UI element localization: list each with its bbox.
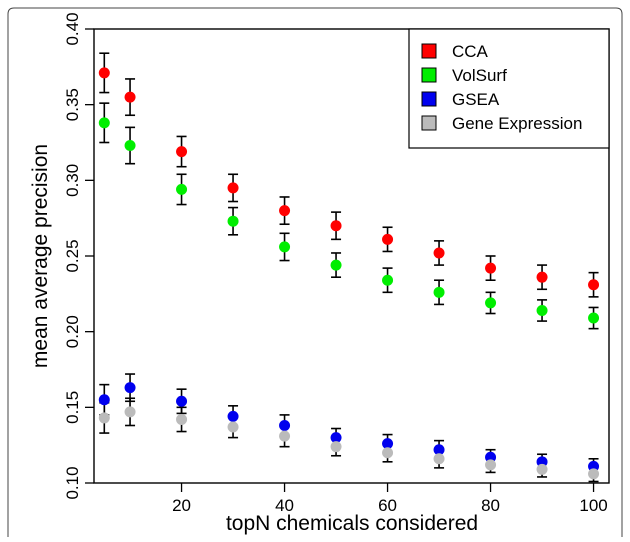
data-point-volsurf xyxy=(433,286,445,298)
data-point-cca xyxy=(536,271,548,283)
data-point-volsurf xyxy=(588,312,600,324)
data-point-gene-expression xyxy=(485,459,497,471)
data-point-gene-expression xyxy=(98,412,110,424)
data-point-gsea xyxy=(330,432,342,444)
data-point-gene-expression xyxy=(279,430,291,442)
data-point-gsea xyxy=(124,382,136,394)
x-tick-label: 60 xyxy=(378,496,397,515)
x-tick-label: 80 xyxy=(481,496,500,515)
legend-box xyxy=(408,28,610,149)
data-point-cca xyxy=(330,220,342,232)
data-point-gene-expression xyxy=(176,413,188,425)
legend-label: GSEA xyxy=(452,90,500,109)
data-point-gene-expression xyxy=(227,421,239,433)
legend-entry-gsea: GSEA xyxy=(421,90,500,109)
data-point-volsurf xyxy=(382,274,394,286)
legend-entry-gene-expression: Gene Expression xyxy=(421,114,582,133)
data-point-volsurf xyxy=(227,215,239,227)
data-point-gene-expression xyxy=(588,468,600,480)
legend: CCA VolSurf GSEA Gene Expression xyxy=(408,28,610,149)
legend-label: CCA xyxy=(452,42,489,61)
y-tick-label: 0.40 xyxy=(63,12,82,45)
data-point-gsea xyxy=(382,438,394,450)
x-axis-label: topN chemicals considered xyxy=(226,512,478,535)
y-tick-label: 0.25 xyxy=(63,239,82,272)
data-point-gsea xyxy=(176,395,188,407)
legend-swatch xyxy=(421,91,437,107)
data-point-volsurf xyxy=(124,140,136,152)
y-tick-label: 0.10 xyxy=(63,466,82,499)
legend-entry-volsurf: VolSurf xyxy=(421,66,507,85)
data-point-cca xyxy=(227,182,239,194)
data-point-cca xyxy=(98,67,110,79)
data-point-gene-expression xyxy=(124,406,136,418)
legend-entry-cca: CCA xyxy=(421,42,489,61)
data-point-gene-expression xyxy=(330,441,342,453)
legend-label: Gene Expression xyxy=(452,114,582,133)
data-point-gene-expression xyxy=(536,463,548,475)
y-tick-label: 0.30 xyxy=(63,164,82,197)
x-tick-label: 100 xyxy=(579,496,607,515)
data-point-cca xyxy=(124,91,136,103)
data-point-volsurf xyxy=(536,304,548,316)
data-point-gsea xyxy=(98,394,110,406)
data-point-cca xyxy=(433,247,445,259)
data-point-gsea xyxy=(536,456,548,468)
data-point-gsea xyxy=(485,451,497,463)
data-point-volsurf xyxy=(485,297,497,309)
y-tick-label: 0.15 xyxy=(63,391,82,424)
x-tick-label: 20 xyxy=(172,496,191,515)
data-point-gsea xyxy=(279,419,291,431)
legend-swatch xyxy=(421,67,437,83)
figure-border xyxy=(7,7,623,537)
data-point-cca xyxy=(485,262,497,274)
legend-label: VolSurf xyxy=(452,66,507,85)
data-point-gsea xyxy=(227,410,239,422)
data-point-volsurf xyxy=(98,117,110,129)
x-tick-label: 40 xyxy=(275,496,294,515)
legend-swatch xyxy=(421,43,437,59)
y-axis-label: mean average precision xyxy=(29,144,52,368)
data-point-cca xyxy=(382,233,394,245)
data-point-volsurf xyxy=(279,241,291,253)
data-point-gsea xyxy=(588,460,600,472)
data-point-cca xyxy=(279,205,291,217)
data-point-volsurf xyxy=(176,183,188,195)
y-axis: 0.10 0.15 0.20 0.25 0.30 0.35 0.40 xyxy=(63,12,94,500)
data-point-cca xyxy=(176,146,188,158)
y-tick-label: 0.35 xyxy=(63,88,82,121)
y-tick-label: 0.20 xyxy=(63,315,82,348)
data-point-gene-expression xyxy=(433,453,445,465)
data-points xyxy=(98,67,600,480)
x-axis: 20 40 60 80 100 xyxy=(172,483,608,515)
data-point-gene-expression xyxy=(382,447,394,459)
data-point-cca xyxy=(588,279,600,291)
data-point-gsea xyxy=(433,444,445,456)
data-point-volsurf xyxy=(330,259,342,271)
legend-swatch xyxy=(421,115,437,131)
